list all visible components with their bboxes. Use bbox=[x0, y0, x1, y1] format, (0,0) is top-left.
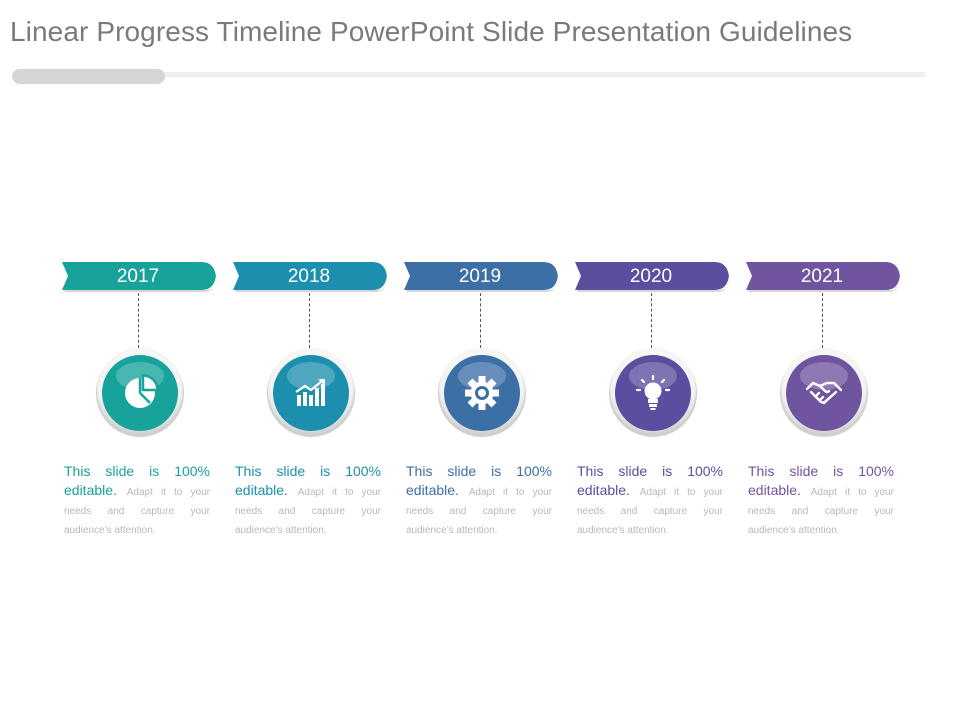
timeline-step: 2019 This slide is 100% editable. Adapt i… bbox=[404, 262, 564, 542]
step-lead-text: This slide is 100% editable. bbox=[748, 463, 894, 498]
step-description: This slide is 100% editable. Adapt it to… bbox=[235, 462, 381, 539]
icon-medallion bbox=[607, 346, 699, 438]
timeline-step: 2020 This slide is 100% editable. Adapt i… bbox=[575, 262, 735, 542]
step-lead-text: This slide is 100% editable. bbox=[577, 463, 723, 498]
icon-medallion bbox=[94, 346, 186, 438]
year-label: 2021 bbox=[800, 266, 844, 287]
year-banner: 2019 bbox=[404, 262, 560, 292]
year-banner: 2020 bbox=[575, 262, 731, 292]
timeline-step: 2021 This slide is 100% editable. Adapt i… bbox=[746, 262, 906, 542]
pie-chart-icon bbox=[96, 348, 184, 437]
timeline-step: 2017 This slide is 100% editable. Adapt i… bbox=[62, 262, 222, 542]
title-underline-accent bbox=[12, 69, 165, 84]
step-description: This slide is 100% editable. Adapt it to… bbox=[406, 462, 552, 539]
step-description: This slide is 100% editable. Adapt it to… bbox=[64, 462, 210, 539]
year-label: 2017 bbox=[116, 266, 160, 287]
step-body-text: Adapt it to your needs and capture your … bbox=[406, 487, 552, 536]
step-lead-text: This slide is 100% editable. bbox=[406, 463, 552, 498]
slide-title: Linear Progress Timeline PowerPoint Slid… bbox=[10, 16, 853, 47]
gear-icon bbox=[438, 348, 526, 437]
step-lead-text: This slide is 100% editable. bbox=[235, 463, 381, 498]
step-lead-text: This slide is 100% editable. bbox=[64, 463, 210, 498]
step-body-text: Adapt it to your needs and capture your … bbox=[64, 487, 210, 536]
year-label: 2019 bbox=[458, 266, 502, 287]
dashed-connector bbox=[309, 293, 310, 348]
icon-medallion bbox=[778, 346, 870, 438]
dashed-connector bbox=[651, 293, 652, 348]
year-banner: 2018 bbox=[233, 262, 389, 292]
dashed-connector bbox=[480, 293, 481, 348]
lightbulb-icon bbox=[609, 348, 697, 437]
bar-growth-chart-icon bbox=[267, 348, 355, 437]
step-body-text: Adapt it to your needs and capture your … bbox=[577, 487, 723, 536]
step-description: This slide is 100% editable. Adapt it to… bbox=[577, 462, 723, 539]
year-banner: 2021 bbox=[746, 262, 902, 292]
timeline-step: 2018 This slide is 100% editable. Adapt i… bbox=[233, 262, 393, 542]
handshake-icon bbox=[780, 348, 868, 437]
step-body-text: Adapt it to your needs and capture your … bbox=[748, 487, 894, 536]
dashed-connector bbox=[138, 293, 139, 348]
step-body-text: Adapt it to your needs and capture your … bbox=[235, 487, 381, 536]
year-label: 2018 bbox=[287, 266, 331, 287]
year-label: 2020 bbox=[629, 266, 673, 287]
year-banner: 2017 bbox=[62, 262, 218, 292]
icon-medallion bbox=[265, 346, 357, 438]
title-underline bbox=[12, 72, 926, 77]
icon-medallion bbox=[436, 346, 528, 438]
step-description: This slide is 100% editable. Adapt it to… bbox=[748, 462, 894, 539]
dashed-connector bbox=[822, 293, 823, 348]
